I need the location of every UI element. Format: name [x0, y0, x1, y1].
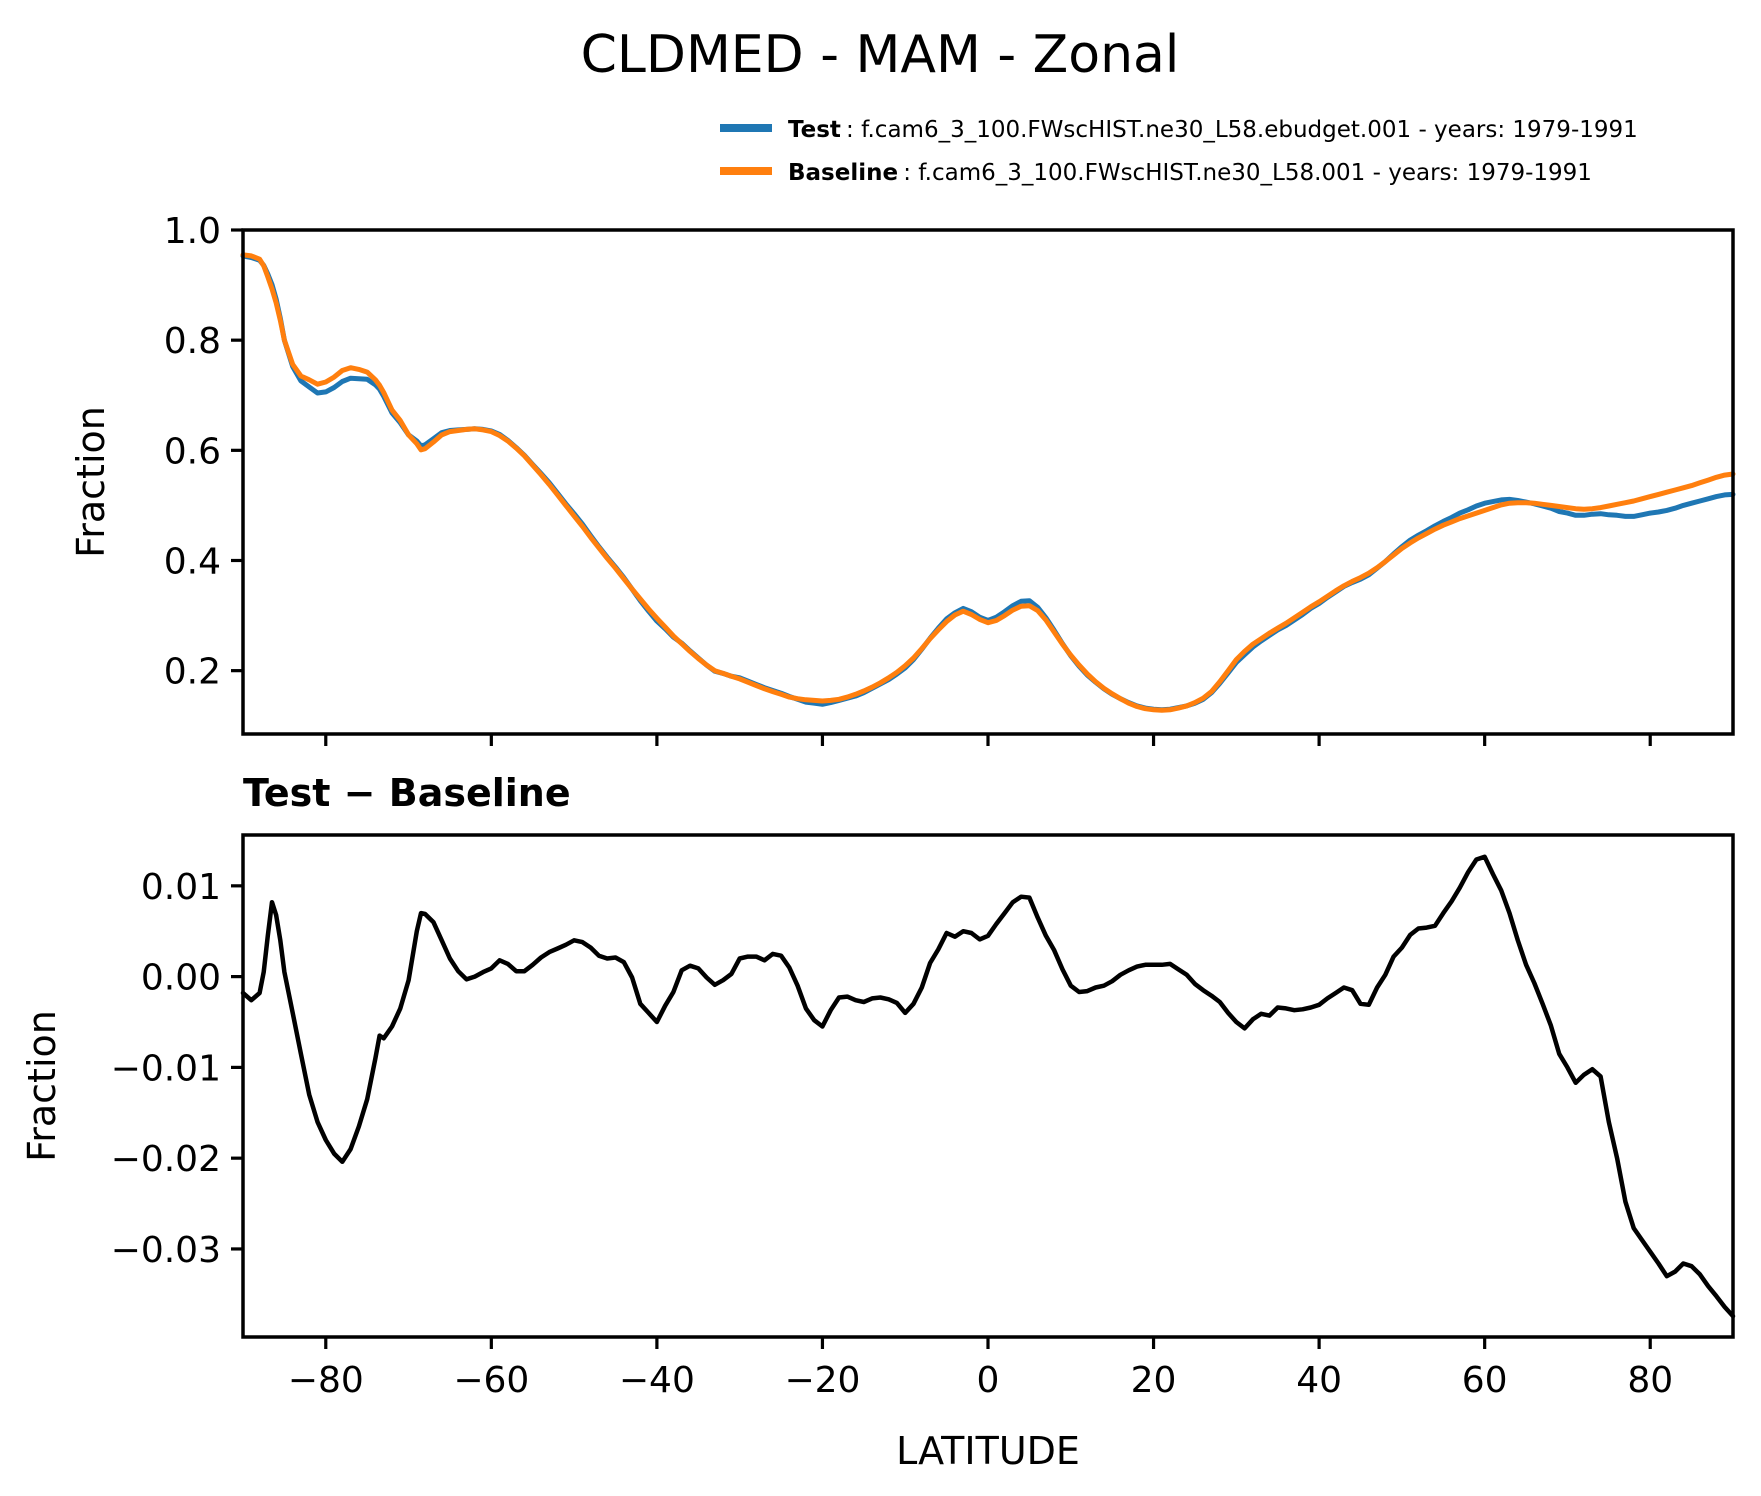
- bottom-panel-content: [240, 854, 1736, 1319]
- y-tick-label: −0.01: [111, 1048, 221, 1089]
- y-tick-label: 0.01: [141, 867, 221, 908]
- legend: Test : f.cam6_3_100.FWscHIST.ne30_L58.eb…: [720, 117, 1638, 186]
- bottom-panel: −80 −60 −40 −20 0 20 40 60 80 0.01 0.00 −0.01 −0.02 −…: [20, 833, 1736, 1473]
- series-line-baseline: [240, 252, 1736, 713]
- x-tick-label: 40: [1296, 1360, 1342, 1401]
- x-tick-label: −40: [619, 1360, 695, 1401]
- top-panel-content: [240, 252, 1736, 713]
- bottom-y-axis-label: Fraction: [20, 1010, 64, 1162]
- x-tick-label: −20: [784, 1360, 860, 1401]
- series-line-test: [240, 253, 1736, 713]
- y-tick-label: −0.03: [111, 1230, 221, 1271]
- x-tick-label: −80: [288, 1360, 364, 1401]
- legend-rest-test: : f.cam6_3_100.FWscHIST.ne30_L58.ebudget…: [846, 117, 1638, 143]
- x-tick-label: 60: [1462, 1360, 1508, 1401]
- legend-text-baseline: Baseline : f.cam6_3_100.FWscHIST.ne30_L5…: [788, 160, 1592, 186]
- y-tick-label: 0.8: [164, 321, 221, 362]
- bottom-panel-ticks: −80 −60 −40 −20 0 20 40 60 80 0.01 0.00 −0.01 −0.02 −…: [111, 867, 1673, 1401]
- y-tick-label: 0.2: [164, 652, 221, 693]
- legend-entry-baseline: Baseline : f.cam6_3_100.FWscHIST.ne30_L5…: [720, 160, 1592, 186]
- y-tick-label: 1.0: [164, 211, 221, 252]
- x-tick-label: 80: [1627, 1360, 1673, 1401]
- y-tick-label: 0.00: [141, 958, 221, 999]
- legend-entry-test: Test : f.cam6_3_100.FWscHIST.ne30_L58.eb…: [720, 117, 1638, 143]
- chart-title: CLDMED - MAM - Zonal: [581, 25, 1180, 85]
- y-tick-label: 0.4: [164, 541, 221, 582]
- top-plot-frame: [241, 228, 1735, 736]
- legend-rest-baseline: : f.cam6_3_100.FWscHIST.ne30_L58.001 - y…: [903, 160, 1592, 186]
- legend-label-baseline: Baseline: [788, 160, 898, 186]
- x-tick-label: 0: [977, 1360, 1000, 1401]
- legend-label-test: Test: [788, 117, 841, 143]
- top-panel: 1.0 0.8 0.6 0.4 0.2 Fraction: [69, 211, 1736, 746]
- series-line-test-baseline: [240, 854, 1736, 1319]
- top-panel-ticks: 1.0 0.8 0.6 0.4 0.2: [164, 211, 1652, 746]
- difference-panel-title: Test − Baseline: [243, 771, 571, 815]
- x-tick-label: 20: [1131, 1360, 1177, 1401]
- y-tick-label: 0.6: [164, 431, 221, 472]
- top-y-axis-label: Fraction: [69, 406, 113, 558]
- x-axis-label: LATITUDE: [896, 1429, 1080, 1473]
- x-tick-label: −60: [453, 1360, 529, 1401]
- y-tick-label: −0.02: [111, 1139, 221, 1180]
- legend-text-test: Test : f.cam6_3_100.FWscHIST.ne30_L58.eb…: [788, 117, 1638, 143]
